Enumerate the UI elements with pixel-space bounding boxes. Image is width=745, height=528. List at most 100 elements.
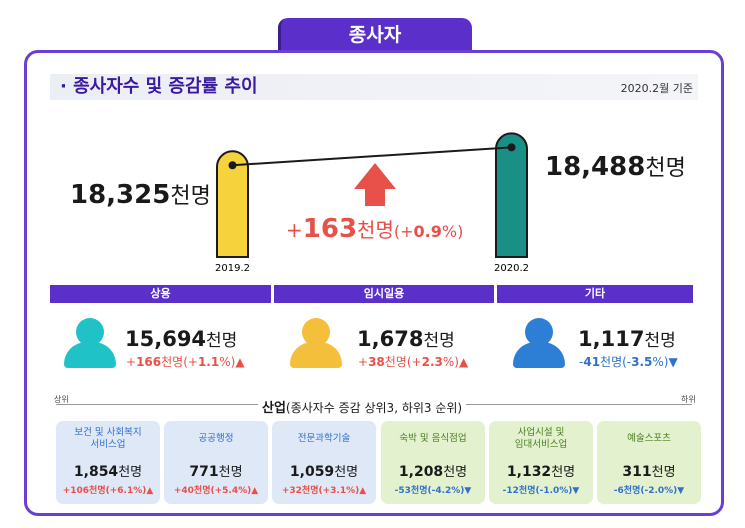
industry-value-num: 771 bbox=[189, 464, 219, 480]
band-other: 기타 bbox=[497, 285, 693, 303]
regular-chg: 166 bbox=[136, 355, 162, 369]
regular-pct-close: %) bbox=[219, 355, 236, 369]
temporary-value: 1,678천명 bbox=[357, 326, 455, 351]
change-sign: + bbox=[286, 218, 303, 242]
temporary-chg: 38 bbox=[368, 355, 385, 369]
industry-name-line1: 사업시설 및 bbox=[517, 427, 565, 438]
bar-2020.2 bbox=[495, 132, 528, 258]
industry-change-arrow-icon: ▼ bbox=[464, 486, 472, 496]
change-pct-open: (+ bbox=[393, 222, 414, 241]
industry-title-rest: (종사자수 증감 상위3, 하위3 순위) bbox=[285, 401, 463, 415]
trend-line bbox=[232, 146, 512, 167]
industry-change: -6천명(-2.0%)▼ bbox=[597, 483, 701, 496]
title-bar bbox=[50, 74, 698, 100]
industry-value: 311천명 bbox=[597, 461, 701, 480]
industry-card: 사업시설 및 임대서비스업 1,132천명 -12천명(-1.0%)▼ bbox=[489, 421, 593, 504]
temporary-pct: 2.3 bbox=[421, 355, 443, 369]
regular-change: +166천명(+1.1%)▲ bbox=[126, 353, 245, 370]
industry-name-line1: 예술스포츠 bbox=[627, 433, 671, 444]
industry-name: 전문과학기술 bbox=[272, 433, 376, 445]
industry-title-bold: 산업 bbox=[262, 401, 286, 416]
industry-change-arrow-icon: ▼ bbox=[677, 486, 685, 496]
industry-value: 1,854천명 bbox=[56, 461, 160, 480]
industry-name-line1: 공공행정 bbox=[198, 433, 234, 444]
person-icon-temporary bbox=[290, 318, 342, 368]
other-chg-sign: - bbox=[579, 355, 584, 369]
industry-value-unit: 천명 bbox=[334, 465, 359, 480]
trend-point-2019.2 bbox=[228, 161, 237, 170]
industry-value: 1,132천명 bbox=[489, 461, 593, 480]
industry-value-num: 1,132 bbox=[506, 464, 552, 480]
industry-name-line1: 보건 및 사회복지 bbox=[74, 427, 142, 438]
value-2020-unit: 천명 bbox=[645, 156, 686, 181]
industry-card: 전문과학기술 1,059천명 +32천명(+3.1%)▲ bbox=[272, 421, 376, 504]
industry-card: 보건 및 사회복지 서비스업 1,854천명 +106천명(+6.1%)▲ bbox=[56, 421, 160, 504]
regular-arrow-icon: ▲ bbox=[235, 355, 245, 369]
industry-change-arrow-icon: ▼ bbox=[572, 486, 580, 496]
industry-change-text: -12천명(-1.0%) bbox=[502, 486, 573, 496]
industry-value-unit: 천명 bbox=[118, 465, 143, 480]
industry-name-line2: 임대서비스업 bbox=[514, 439, 568, 450]
industry-change: +32천명(+3.1%)▲ bbox=[272, 483, 376, 496]
industry-name-line2: 서비스업 bbox=[90, 439, 126, 450]
industry-value-num: 311 bbox=[622, 464, 652, 480]
person-icon-regular bbox=[64, 318, 116, 368]
industry-change-text: +106천명(+6.1%) bbox=[62, 486, 147, 496]
bar-2019.2 bbox=[216, 150, 249, 258]
industry-change: -53천명(-4.2%)▼ bbox=[381, 483, 485, 496]
change-pct-close: %) bbox=[441, 222, 464, 241]
regular-unit: 천명 bbox=[206, 331, 238, 351]
industry-name: 숙박 및 음식점업 bbox=[381, 433, 485, 445]
industry-change-text: -53천명(-4.2%) bbox=[394, 486, 465, 496]
other-value: 1,117천명 bbox=[578, 326, 676, 351]
total-change: +163천명(+0.9%) bbox=[286, 214, 463, 244]
industry-value-unit: 천명 bbox=[443, 465, 468, 480]
industry-change-arrow-icon: ▲ bbox=[359, 486, 367, 496]
industry-value-unit: 천명 bbox=[218, 465, 243, 480]
other-change: -41천명(-3.5%)▼ bbox=[579, 353, 678, 370]
industry-change-arrow-icon: ▲ bbox=[251, 486, 259, 496]
industry-title: 산업(종사자수 증감 상위3, 하위3 순위) bbox=[258, 397, 467, 416]
change-pct: 0.9 bbox=[413, 222, 442, 241]
other-pct-close: %) bbox=[652, 355, 669, 369]
other-arrow-icon: ▼ bbox=[668, 355, 678, 369]
industry-name: 예술스포츠 bbox=[597, 433, 701, 445]
other-chg: 41 bbox=[583, 355, 601, 369]
temporary-num: 1,678 bbox=[357, 327, 424, 351]
industry-bottom-label: 하위 bbox=[681, 395, 696, 404]
industry-name: 사업시설 및 임대서비스업 bbox=[489, 427, 593, 451]
temporary-unit: 천명 bbox=[423, 331, 455, 351]
section-title: · 종사자수 및 증감률 추이 bbox=[60, 76, 258, 97]
trend-point-2020.2 bbox=[507, 143, 516, 152]
temporary-chg-unit: 천명(+ bbox=[384, 355, 422, 369]
industry-card: 숙박 및 음식점업 1,208천명 -53천명(-4.2%)▼ bbox=[381, 421, 485, 504]
industry-card: 공공행정 771천명 +40천명(+5.4%)▲ bbox=[164, 421, 268, 504]
reference-date-note: 2020.2월 기준 bbox=[620, 82, 693, 95]
regular-chg-sign: + bbox=[126, 355, 137, 369]
industry-value-unit: 천명 bbox=[651, 465, 676, 480]
increase-arrow-icon bbox=[354, 163, 396, 206]
industry-name-line1: 숙박 및 음식점업 bbox=[399, 433, 467, 444]
other-chg-unit: 천명(- bbox=[600, 355, 632, 369]
industry-value-num: 1,208 bbox=[398, 464, 444, 480]
industry-name: 보건 및 사회복지 서비스업 bbox=[56, 427, 160, 451]
other-num: 1,117 bbox=[578, 327, 645, 351]
industry-name: 공공행정 bbox=[164, 433, 268, 445]
industry-value: 1,059천명 bbox=[272, 461, 376, 480]
change-unit: 천명 bbox=[357, 218, 394, 242]
change-num: 163 bbox=[302, 214, 358, 244]
industry-card: 예술스포츠 311천명 -6천명(-2.0%)▼ bbox=[597, 421, 701, 504]
x-tick-2020.2: 2020.2 bbox=[494, 263, 529, 274]
industry-value-num: 1,854 bbox=[73, 464, 119, 480]
temporary-arrow-icon: ▲ bbox=[458, 355, 469, 369]
industry-change-text: +32천명(+3.1%) bbox=[281, 486, 360, 496]
band-regular: 상용 bbox=[50, 285, 271, 303]
industry-change-text: +40천명(+5.4%) bbox=[173, 486, 252, 496]
value-2020-num: 18,488 bbox=[545, 152, 646, 182]
value-label-2020: 18,488천명 bbox=[545, 150, 686, 182]
other-pct: 3.5 bbox=[631, 355, 653, 369]
industry-value-num: 1,059 bbox=[289, 464, 335, 480]
industry-change: +106천명(+6.1%)▲ bbox=[56, 483, 160, 496]
value-2019-num: 18,325 bbox=[70, 180, 171, 210]
